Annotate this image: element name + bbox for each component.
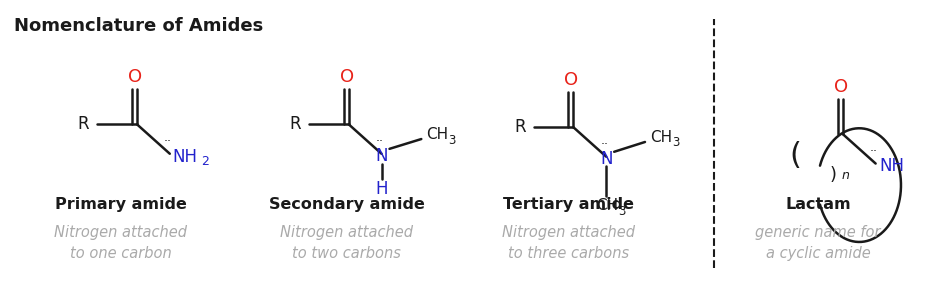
Text: 3: 3 [448, 133, 456, 147]
Text: Nitrogen attached
to two carbons: Nitrogen attached to two carbons [281, 225, 413, 261]
Text: Secondary amide: Secondary amide [269, 197, 425, 212]
Text: ··: ·· [164, 135, 172, 149]
Text: O: O [339, 68, 354, 86]
Text: N: N [375, 147, 388, 165]
Text: 3: 3 [618, 205, 626, 218]
Text: R: R [514, 118, 526, 136]
Text: CH: CH [427, 127, 448, 142]
Text: Lactam: Lactam [785, 197, 850, 212]
Text: ): ) [830, 166, 836, 184]
Text: 3: 3 [672, 136, 679, 149]
Text: O: O [564, 71, 578, 89]
Text: 2: 2 [202, 155, 210, 168]
Text: R: R [78, 115, 89, 133]
Text: Nitrogen attached
to three carbons: Nitrogen attached to three carbons [501, 225, 635, 261]
Text: Primary amide: Primary amide [55, 197, 187, 212]
Text: ··: ·· [600, 138, 609, 151]
Text: Nomenclature of Amides: Nomenclature of Amides [14, 17, 264, 35]
Text: NH: NH [880, 157, 904, 175]
Text: H: H [375, 180, 388, 198]
Text: Nitrogen attached
to one carbon: Nitrogen attached to one carbon [54, 225, 187, 261]
Text: CH: CH [650, 129, 672, 145]
Text: NH: NH [173, 148, 198, 166]
Text: ··: ·· [375, 135, 384, 149]
Text: R: R [289, 115, 301, 133]
Text: O: O [128, 68, 142, 86]
Text: (: ( [789, 141, 801, 170]
Text: O: O [834, 78, 848, 96]
Text: N: N [600, 150, 612, 168]
Text: n: n [842, 169, 849, 182]
Text: Tertiary amide: Tertiary amide [502, 197, 634, 212]
Text: CH: CH [596, 198, 618, 213]
Text: ··: ·· [869, 145, 878, 158]
Text: generic name for
a cyclic amide: generic name for a cyclic amide [756, 225, 881, 261]
